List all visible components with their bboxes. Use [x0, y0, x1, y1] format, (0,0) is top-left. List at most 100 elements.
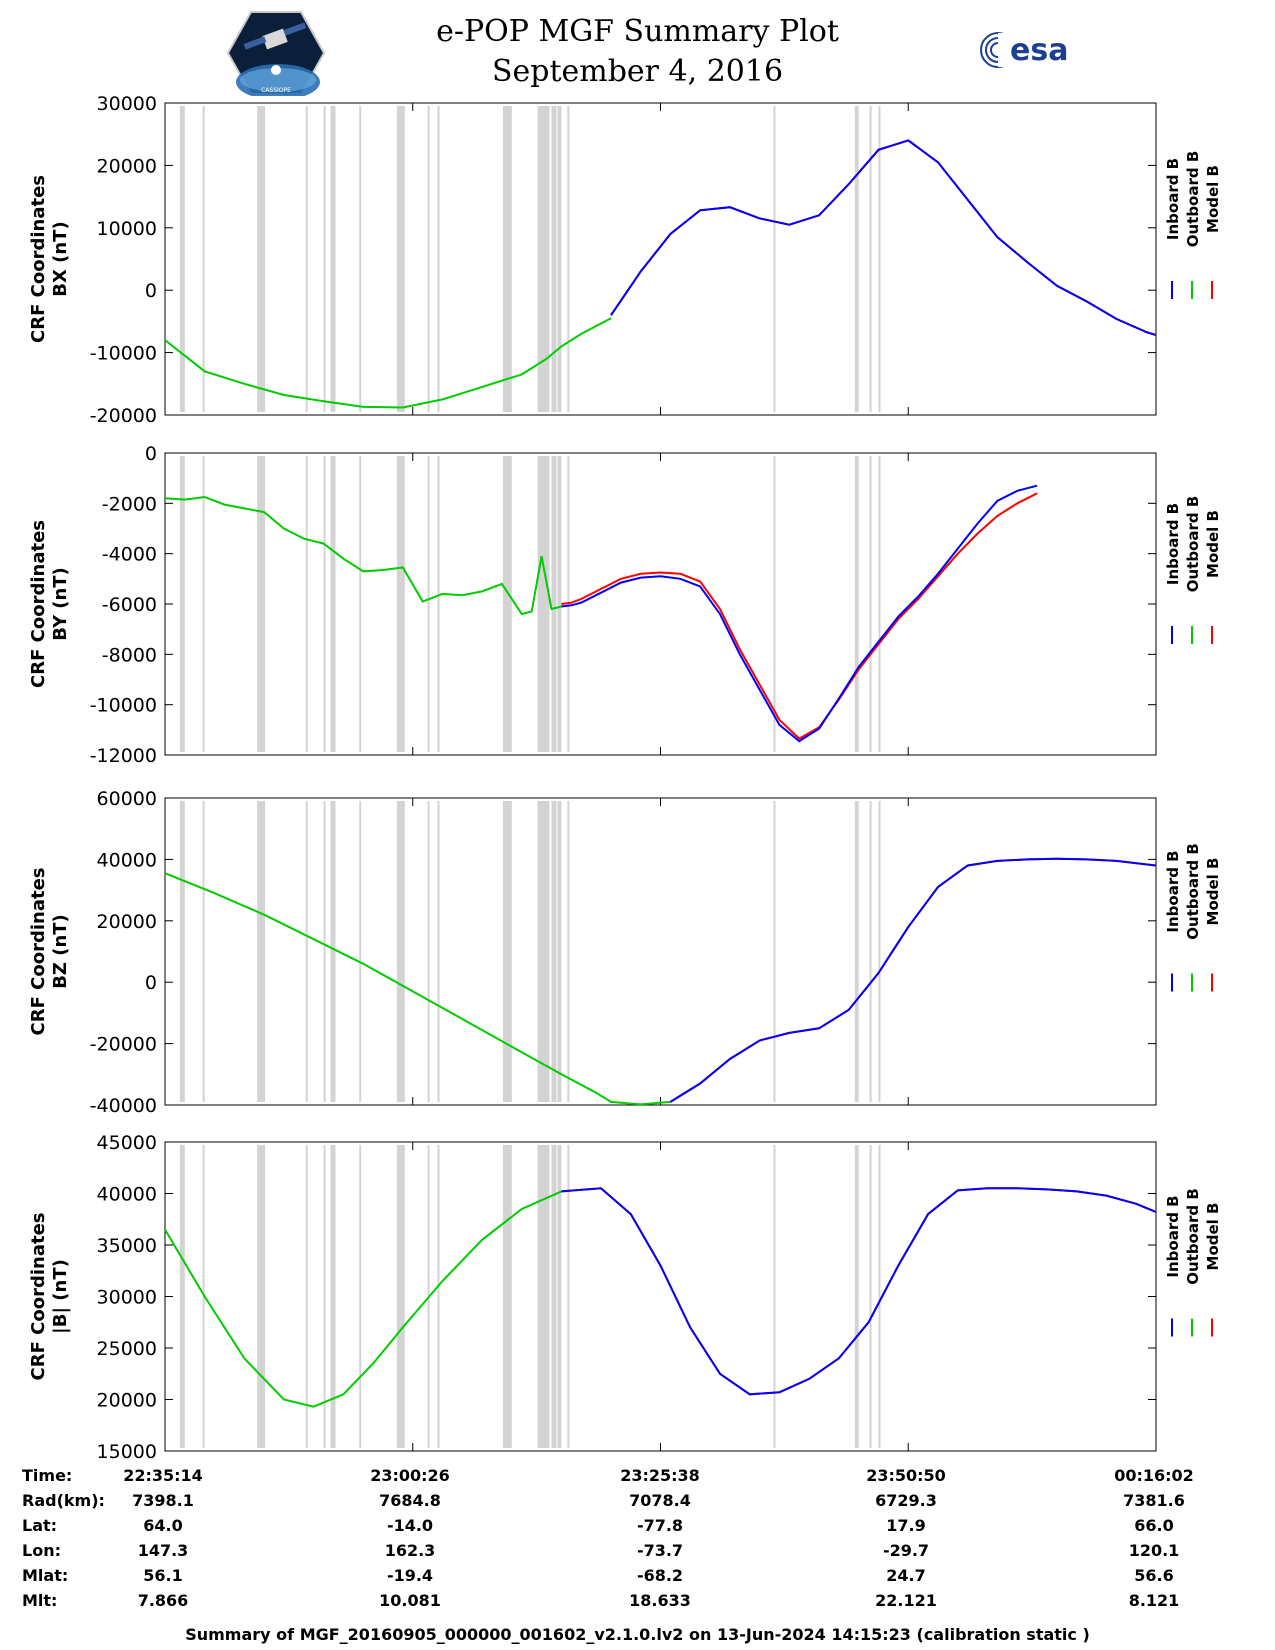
esa-logo: esa: [978, 30, 1098, 70]
data-gap-bar: [257, 106, 266, 412]
legend-label: Outboard B: [1184, 151, 1202, 248]
ephemeris-value: 23:50:50: [866, 1466, 946, 1485]
y-axis-label: CRF Coordinates: [28, 1213, 49, 1381]
y-axis-label: CRF Coordinates: [28, 868, 49, 1036]
legend-label: Inboard B: [1164, 503, 1182, 585]
series-line-model: [669, 857, 1157, 1103]
data-gap-bar: [305, 801, 308, 1102]
ephemeris-row-label: Mlt:: [22, 1591, 57, 1610]
legend-label: Outboard B: [1184, 843, 1202, 940]
y-axis-label: CRF Coordinates: [28, 175, 49, 343]
ephemeris-value: 6729.3: [875, 1491, 937, 1510]
y-axis-label: BZ (nT): [50, 914, 71, 989]
data-gap-bar: [396, 1145, 405, 1448]
data-gap-bar: [202, 106, 205, 412]
data-gap-bar: [305, 1145, 308, 1448]
data-gap-bar: [869, 801, 872, 1102]
legend-label: Inboard B: [1164, 1195, 1182, 1277]
ephemeris-value: 18.633: [629, 1591, 691, 1610]
ephemeris-table: Time: Rad(km): Lat: Lon: Mlat: Mlt: 22:35:14 73…: [22, 1466, 1194, 1610]
ephemeris-value: 7684.8: [379, 1491, 441, 1510]
ephemeris-value: 8.121: [1129, 1591, 1180, 1610]
data-gap-bar: [773, 456, 776, 752]
ephemeris-value: 120.1: [1129, 1541, 1180, 1560]
y-axis-label: BX (nT): [50, 221, 71, 296]
ephemeris-value: 22:35:14: [123, 1466, 203, 1485]
ephemeris-value: -68.2: [637, 1566, 683, 1585]
data-gap-bar: [396, 801, 405, 1102]
data-gap-bar: [567, 801, 570, 1102]
legend-label: Outboard B: [1184, 1188, 1202, 1285]
data-gap-bar: [567, 1145, 570, 1448]
data-gap-bar: [305, 456, 308, 752]
y-tick-label: -10000: [90, 343, 157, 365]
series-line-inboard: [669, 857, 1157, 1103]
ephemeris-value: 10.081: [379, 1591, 441, 1610]
data-gap-bar: [330, 106, 336, 412]
y-tick-label: 35000: [97, 1235, 157, 1257]
ephemeris-value: 7078.4: [629, 1491, 691, 1510]
legend-label: Inboard B: [1164, 158, 1182, 240]
y-tick-label: -20000: [90, 1034, 157, 1056]
data-gap-bar: [437, 801, 440, 1102]
ephemeris-value: 56.6: [1134, 1566, 1173, 1585]
data-gap-bar: [257, 1145, 266, 1448]
y-tick-label: -12000: [90, 745, 157, 767]
data-gap-bar: [567, 106, 570, 412]
chart-panel-2: -12000 -10000 -8000 -6000 -4000 -2000 0 CRF Coo…: [28, 443, 1222, 767]
data-gap-bar: [537, 106, 550, 412]
series-line-outboard: [164, 872, 671, 1106]
y-tick-label: -20000: [90, 405, 157, 427]
data-gap-bar: [179, 456, 185, 752]
data-gap-bar: [878, 106, 881, 412]
chart-panel-1: -20000 -10000 0 10000 20000 30000 CRF Coordina…: [28, 93, 1222, 427]
ephemeris-value: 7381.6: [1123, 1491, 1185, 1510]
y-axis-label: |B| (nT): [50, 1259, 71, 1334]
data-gap-bar: [502, 106, 512, 412]
data-gap-bar: [537, 456, 550, 752]
legend-label: Model B: [1204, 165, 1222, 233]
data-gap-bar: [179, 1145, 185, 1448]
data-gap-bar: [854, 456, 859, 752]
series-line-outboard: [164, 495, 562, 616]
footer-summary: Summary of MGF_20160905_000000_001602_v2…: [185, 1625, 1090, 1644]
ephemeris-value: 00:16:02: [1114, 1466, 1194, 1485]
data-gap-bar: [551, 106, 557, 412]
y-tick-label: 30000: [97, 1287, 157, 1309]
data-gap-bar: [437, 456, 440, 752]
data-gap-bar: [869, 456, 872, 752]
ephemeris-value: 162.3: [385, 1541, 436, 1560]
ephemeris-value: 24.7: [886, 1566, 925, 1585]
y-axis-label: BY (nT): [50, 567, 71, 641]
ephemeris-row-label: Time:: [22, 1466, 72, 1485]
y-tick-label: 20000: [97, 1390, 157, 1412]
data-gap-bar: [359, 1145, 362, 1448]
y-axis-label: CRF Coordinates: [28, 520, 49, 688]
data-gap-bar: [551, 456, 557, 752]
y-tick-label: -10000: [90, 695, 157, 717]
data-gap-bar: [437, 106, 440, 412]
y-tick-label: -2000: [102, 493, 157, 515]
ephemeris-value: 147.3: [138, 1541, 189, 1560]
ephemeris-value: 23:00:26: [370, 1466, 450, 1485]
ephemeris-value: 23:25:38: [620, 1466, 700, 1485]
ephemeris-row-label: Lat:: [22, 1516, 57, 1535]
data-gap-bar: [557, 801, 562, 1102]
ephemeris-value: -77.8: [637, 1516, 683, 1535]
data-gap-bar: [359, 456, 362, 752]
chart-panel-4: 15000 20000 25000 30000 35000 40000 45000 CRF C…: [28, 1132, 1222, 1463]
data-gap-bar: [396, 106, 405, 412]
data-gap-bar: [427, 106, 430, 412]
data-gap-bar: [330, 456, 336, 752]
ephemeris-row-label: Mlat:: [22, 1566, 68, 1585]
data-gap-bar: [330, 1145, 336, 1448]
y-tick-label: 0: [145, 972, 157, 994]
y-tick-label: 40000: [97, 849, 157, 871]
ephemeris-value: 66.0: [1134, 1516, 1173, 1535]
ephemeris-value: 7398.1: [132, 1491, 194, 1510]
cassiope-logo: CASSIOPE: [226, 10, 326, 100]
data-gap-bar: [257, 801, 266, 1102]
y-tick-label: -8000: [102, 644, 157, 666]
y-tick-label: 20000: [97, 155, 157, 177]
plot-frame: [164, 452, 1157, 756]
